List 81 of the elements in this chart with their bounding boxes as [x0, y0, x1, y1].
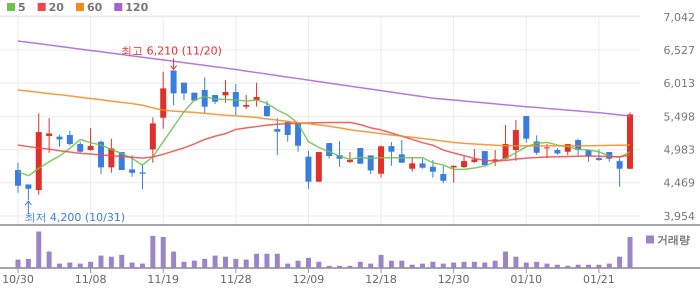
x-tick-label: 12/09 [292, 273, 324, 286]
bar [98, 256, 104, 268]
bar [628, 236, 632, 268]
bar [420, 264, 426, 268]
bar [212, 256, 218, 268]
bar [524, 262, 529, 268]
bar [576, 264, 581, 268]
bar [108, 256, 114, 268]
bar [492, 260, 498, 268]
y-tick-label: 4,983 [664, 144, 695, 157]
bar [140, 264, 145, 268]
bar [233, 258, 238, 268]
bar [462, 262, 467, 268]
y-tick-label: 7,042 [664, 10, 695, 24]
bar [596, 264, 602, 268]
x-tick-label: 12/18 [365, 273, 397, 286]
legend-label: 5 [18, 1, 26, 14]
legend-label: 20 [48, 1, 64, 14]
bar [482, 262, 488, 268]
bar [254, 254, 260, 268]
bar [119, 254, 124, 268]
bar [606, 264, 612, 268]
bar [440, 264, 446, 268]
bar [399, 260, 404, 268]
x-tick-label: 01/10 [510, 273, 542, 286]
bar [222, 256, 228, 268]
bar [617, 256, 622, 268]
bar [586, 264, 592, 268]
bar [244, 260, 249, 268]
bar [26, 258, 31, 268]
legend: 거래량 [646, 234, 690, 246]
bar [513, 256, 518, 268]
bar [181, 262, 186, 268]
bar [160, 236, 166, 268]
bar [472, 262, 477, 268]
bar [78, 264, 83, 268]
bar [410, 264, 415, 268]
bar [56, 264, 62, 268]
line-series [17, 40, 631, 117]
bar [46, 252, 52, 268]
y-tick-label: 6,013 [664, 77, 695, 90]
bar [171, 252, 176, 268]
legend-label: 60 [86, 1, 103, 14]
bar [67, 262, 72, 268]
bar [451, 262, 456, 268]
legend-label: 거래량 [657, 234, 690, 246]
bar [358, 262, 363, 268]
bar [296, 260, 301, 268]
bar [368, 264, 374, 268]
bar [274, 254, 280, 268]
x-tick-label: 10/30 [2, 273, 34, 286]
bar [202, 258, 208, 268]
bar [88, 262, 94, 268]
bar [130, 262, 135, 268]
bar [554, 264, 560, 268]
x-tick-label: 12/30 [438, 273, 470, 286]
y-tick-label: 4,469 [664, 176, 695, 190]
y-tick-label: 3,954 [664, 210, 695, 223]
bar [430, 262, 436, 268]
x-tick-label: 01/21 [583, 273, 615, 286]
bar [378, 254, 384, 268]
bar [192, 260, 197, 268]
y-tick-label: 6,527 [664, 44, 695, 57]
bar [544, 264, 550, 268]
annotation: 최고 6,210 (11/20) [121, 44, 222, 58]
bar [16, 260, 20, 268]
bar [150, 236, 156, 268]
bar [285, 264, 290, 268]
bar [264, 254, 270, 268]
legend-label: 120 [125, 1, 149, 14]
x-tick-label: 11/19 [147, 273, 180, 286]
x-tick-label: 11/28 [220, 273, 252, 286]
y-tick-label: 5,498 [664, 110, 695, 124]
bar [503, 252, 508, 268]
bar [316, 262, 322, 268]
bar [306, 258, 311, 268]
bar [534, 262, 540, 268]
annotation: 최저 4,200 (10/31) [24, 211, 126, 224]
x-tick-label: 11/08 [74, 273, 106, 286]
bar [36, 232, 42, 268]
bar [388, 260, 394, 268]
